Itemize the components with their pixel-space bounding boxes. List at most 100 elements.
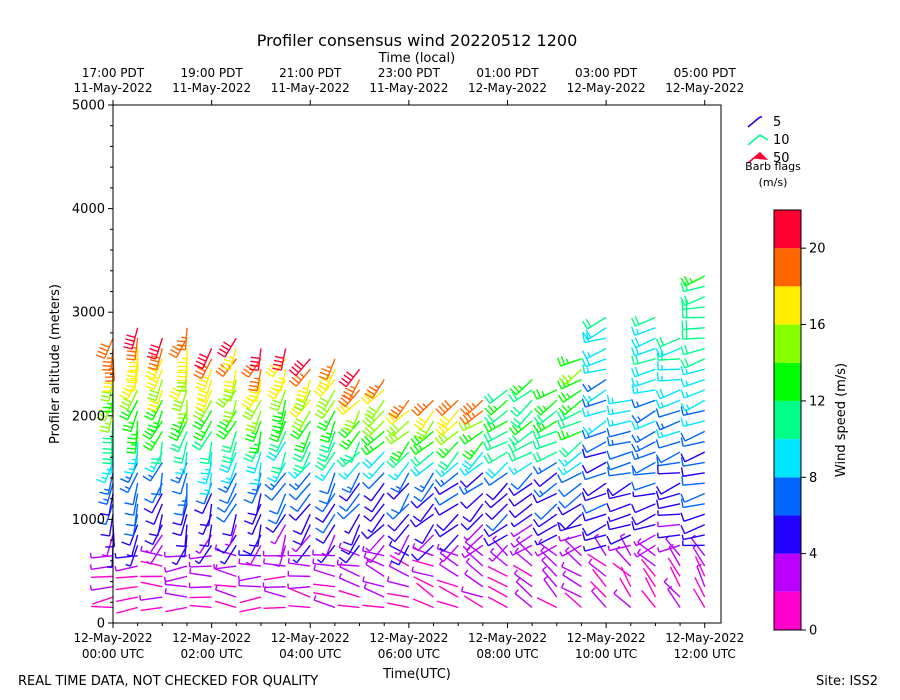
wind-barb xyxy=(363,583,385,598)
barb-feather xyxy=(124,512,134,516)
wind-barb xyxy=(631,513,656,526)
barb-half-feather xyxy=(636,329,640,335)
wind-barb xyxy=(510,513,533,528)
barb-shaft xyxy=(537,420,558,434)
wind-barb xyxy=(288,368,311,387)
barb-half-feather xyxy=(140,545,143,551)
barb-shaft xyxy=(339,566,360,578)
barb-feather xyxy=(413,495,422,502)
barb-feather xyxy=(581,398,586,408)
barb-shaft xyxy=(587,378,607,393)
wind-barb xyxy=(633,534,656,547)
wind-barb xyxy=(412,503,435,523)
wind-barb xyxy=(557,503,582,516)
barb-feather xyxy=(291,407,300,415)
wind-barb xyxy=(294,431,311,453)
barb-half-feather xyxy=(586,367,590,373)
barb-feather xyxy=(511,450,517,460)
barb-shaft xyxy=(363,556,385,567)
wind-barb xyxy=(238,580,261,588)
barb-feather xyxy=(273,359,283,363)
barb-feather xyxy=(241,403,250,410)
barb-feather xyxy=(96,478,105,484)
barb-feather xyxy=(268,447,278,453)
barb-half-feather xyxy=(540,546,545,552)
barb-feather xyxy=(532,390,538,400)
barb-shaft xyxy=(91,554,114,559)
wind-barb xyxy=(144,399,163,421)
barb-half-feather xyxy=(470,449,475,454)
wind-barb xyxy=(434,503,459,516)
barb-feather xyxy=(483,528,490,537)
barb-shaft xyxy=(584,409,607,418)
wind-barb xyxy=(507,441,533,453)
barb-feather xyxy=(558,500,566,509)
barb-shaft xyxy=(132,493,139,516)
barb-shaft xyxy=(514,420,533,436)
wind-barb xyxy=(631,481,656,491)
barb-half-feather xyxy=(422,403,427,408)
wind-barb xyxy=(147,348,163,371)
wind-barb xyxy=(487,565,508,578)
barb-feather xyxy=(196,402,206,408)
wind-barb xyxy=(292,544,311,564)
barb-feather xyxy=(585,318,592,328)
wind-barb xyxy=(125,545,139,567)
barb-profile xyxy=(507,379,533,609)
barb-shaft xyxy=(439,492,459,506)
wind-barb xyxy=(314,462,336,482)
barb-half-feather xyxy=(582,546,586,552)
barb-shaft xyxy=(127,472,139,493)
wind-barb xyxy=(463,524,484,541)
barb-feather xyxy=(337,400,346,408)
barb-half-feather xyxy=(588,427,593,433)
barb-shaft xyxy=(363,587,385,598)
barb-feather xyxy=(387,524,395,532)
barb-shaft xyxy=(489,410,508,425)
legend-barb xyxy=(747,116,762,128)
barb-feather xyxy=(464,450,473,457)
wind-barb xyxy=(681,540,705,547)
barb-feather xyxy=(581,429,586,439)
barb-feather xyxy=(558,458,566,467)
barb-feather xyxy=(389,426,397,434)
barb-shaft xyxy=(229,348,237,370)
barb-shaft xyxy=(560,430,582,441)
barb-feather xyxy=(462,414,470,423)
barb-feather xyxy=(557,474,563,483)
wind-barb xyxy=(199,472,213,496)
barb-feather xyxy=(581,448,586,458)
barb-shaft xyxy=(274,379,287,400)
barb-feather xyxy=(215,433,225,440)
wind-barb xyxy=(516,536,533,557)
barb-shaft xyxy=(633,492,656,498)
barb-feather xyxy=(387,473,396,481)
wind-barb xyxy=(582,378,607,393)
wind-barb xyxy=(124,482,139,506)
wind-barb xyxy=(338,542,360,557)
barb-shaft xyxy=(464,461,484,476)
barb-half-feather xyxy=(278,377,284,380)
barb-feather xyxy=(508,427,516,436)
barb-feather xyxy=(168,352,177,359)
barb-shaft xyxy=(464,541,484,557)
wind-barb xyxy=(237,575,262,582)
barb-feather xyxy=(558,522,566,530)
barb-shaft xyxy=(466,492,484,509)
barb-shaft xyxy=(165,565,188,573)
barb-feather xyxy=(508,466,515,475)
barb-feather xyxy=(434,497,441,506)
barb-feather xyxy=(364,458,373,466)
wind-barb xyxy=(459,410,484,425)
barb-feather xyxy=(149,358,159,363)
x-tick-date: 12-May-2022 xyxy=(468,631,547,645)
wind-barb xyxy=(642,567,657,588)
barb-half-feather xyxy=(514,589,519,594)
wind-barb xyxy=(514,547,533,567)
barb-shaft xyxy=(239,606,262,613)
barb-feather xyxy=(315,538,324,544)
wind-barb xyxy=(483,534,508,547)
barb-half-feather xyxy=(607,516,611,522)
wind-barb xyxy=(177,400,188,423)
wind-barb xyxy=(559,544,582,557)
